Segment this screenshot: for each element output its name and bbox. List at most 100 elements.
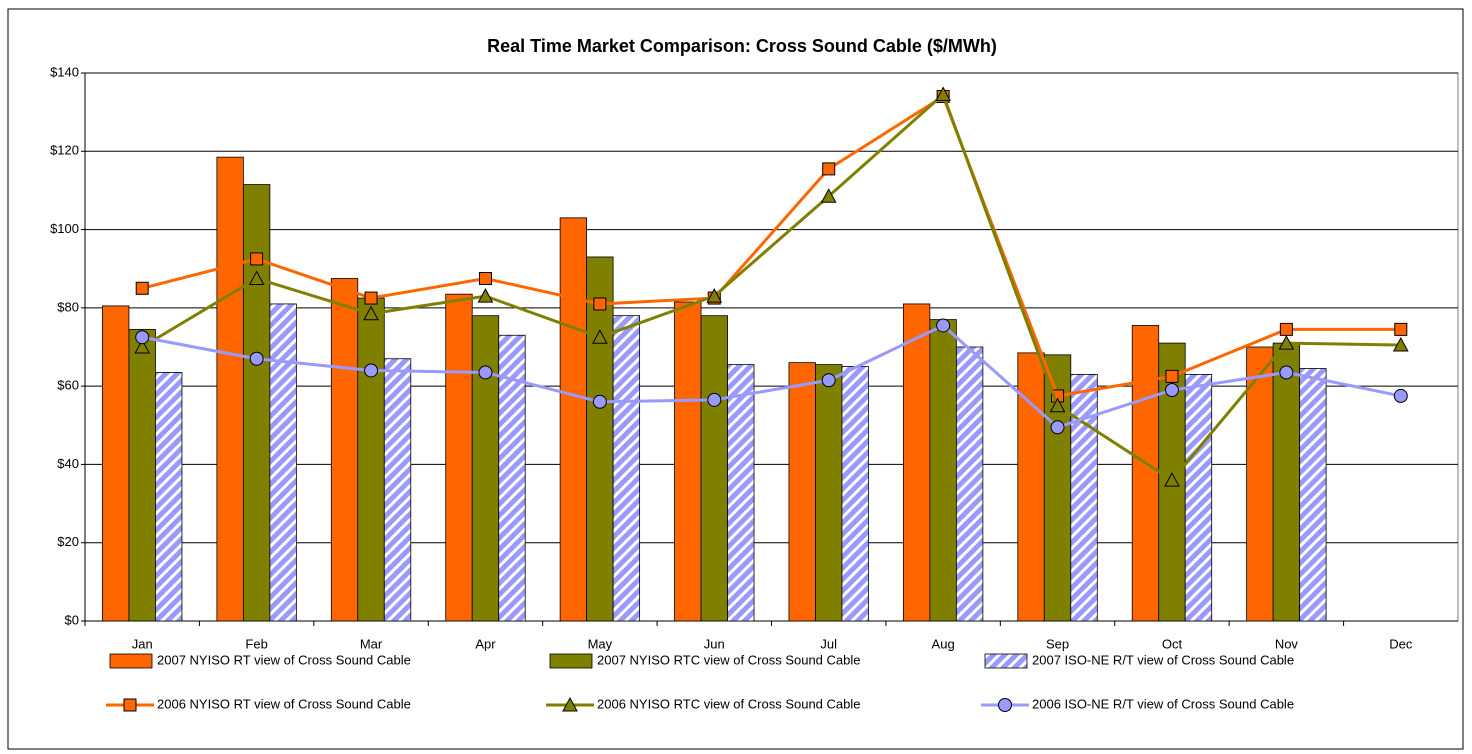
- bar: [1299, 368, 1327, 622]
- bar: [155, 372, 183, 622]
- bar: [929, 319, 957, 622]
- bar: [128, 328, 156, 622]
- bar: [242, 184, 271, 622]
- bar: [1272, 342, 1301, 622]
- line-marker: [1049, 397, 1066, 413]
- line-marker: [477, 288, 494, 303]
- x-tick-label: May: [588, 636, 613, 651]
- bar: [674, 301, 702, 622]
- y-tick-label: $140: [50, 64, 79, 79]
- bar: [445, 293, 473, 622]
- x-tick-label: Oct: [1162, 636, 1183, 651]
- bar: [612, 315, 641, 622]
- bar: [727, 364, 755, 622]
- line-marker: [478, 272, 492, 285]
- y-tick-label: $80: [57, 299, 79, 314]
- line-marker: [592, 329, 608, 344]
- legend-label: 2007 NYISO RT view of Cross Sound Cable: [157, 652, 411, 667]
- bar: [1043, 354, 1072, 622]
- y-tick-label: $120: [50, 143, 79, 158]
- line-marker: [1279, 365, 1294, 380]
- x-tick-label: Feb: [245, 636, 267, 651]
- line-marker: [250, 252, 264, 266]
- line-marker: [135, 330, 150, 345]
- bar: [700, 315, 728, 622]
- line-marker: [364, 291, 378, 305]
- bar: [216, 156, 244, 622]
- x-tick-label: Aug: [932, 636, 955, 651]
- line-marker: [363, 305, 379, 321]
- line-marker: [1050, 420, 1065, 435]
- bar: [1131, 325, 1160, 622]
- line-marker: [1164, 383, 1179, 398]
- bar: [902, 303, 931, 622]
- x-tick-label: Jun: [704, 636, 725, 651]
- bar: [788, 362, 816, 622]
- x-tick-label: Jan: [132, 636, 153, 651]
- bar: [269, 303, 297, 622]
- line-marker: [1279, 322, 1293, 336]
- x-tick-label: Apr: [475, 636, 496, 651]
- x-tick-label: Mar: [360, 636, 383, 651]
- legend-swatch: [109, 653, 153, 669]
- series-line: [141, 323, 1402, 429]
- bar: [559, 217, 588, 622]
- line-marker: [1164, 472, 1180, 487]
- line-marker: [707, 392, 722, 407]
- legend-marker: [123, 698, 137, 712]
- line-marker: [821, 373, 836, 388]
- line-marker: [820, 188, 837, 203]
- legend-label: 2006 NYISO RT view of Cross Sound Cable: [157, 696, 411, 711]
- x-tick-label: Dec: [1389, 636, 1413, 651]
- y-tick-label: $100: [50, 221, 79, 236]
- plot-area: [84, 72, 1459, 622]
- legend-label: 2006 ISO-NE R/T view of Cross Sound Cabl…: [1032, 696, 1294, 711]
- line-marker: [135, 281, 149, 295]
- y-tick-label: $40: [57, 456, 79, 471]
- line-marker: [1165, 369, 1179, 383]
- legend-label: 2006 NYISO RTC view of Cross Sound Cable: [597, 696, 861, 711]
- line-marker: [592, 394, 607, 409]
- bar: [1184, 373, 1213, 622]
- line-marker: [936, 318, 951, 333]
- y-tick-label: $60: [57, 378, 79, 393]
- bar: [1017, 352, 1045, 622]
- line-marker: [248, 270, 265, 285]
- bar: [357, 297, 385, 622]
- line-marker: [822, 162, 836, 176]
- legend-label: 2007 NYISO RTC view of Cross Sound Cable: [597, 652, 861, 667]
- y-tick-label: $0: [65, 612, 79, 627]
- line-marker: [1278, 335, 1295, 350]
- x-tick-label: Jul: [820, 636, 837, 651]
- y-tick-label: $20: [57, 534, 79, 549]
- legend-swatch: [549, 653, 593, 669]
- bar: [1070, 373, 1098, 622]
- x-tick-label: Nov: [1275, 636, 1299, 651]
- line-marker: [593, 297, 607, 311]
- bar: [102, 305, 130, 622]
- bar: [955, 346, 984, 622]
- line-marker: [478, 365, 493, 380]
- line-marker: [935, 86, 951, 102]
- bar: [841, 366, 869, 622]
- bar: [330, 278, 359, 622]
- line-marker: [134, 338, 151, 354]
- legend-marker: [998, 698, 1012, 712]
- line-marker: [249, 351, 264, 366]
- bar: [383, 358, 412, 622]
- line-marker: [1394, 322, 1408, 336]
- legend-swatch: [984, 653, 1028, 669]
- legend-label: 2007 ISO-NE R/T view of Cross Sound Cabl…: [1032, 652, 1294, 667]
- legend-marker: [562, 696, 578, 712]
- line-marker: [1392, 336, 1409, 352]
- chart-title: Real Time Market Comparison: Cross Sound…: [487, 36, 997, 56]
- line-marker: [706, 288, 723, 303]
- bar: [1246, 346, 1274, 622]
- bar: [815, 364, 843, 622]
- line-marker: [1393, 388, 1408, 403]
- bar: [471, 315, 500, 622]
- series-line: [141, 94, 1401, 398]
- series-line: [141, 91, 1401, 483]
- bar: [586, 256, 614, 622]
